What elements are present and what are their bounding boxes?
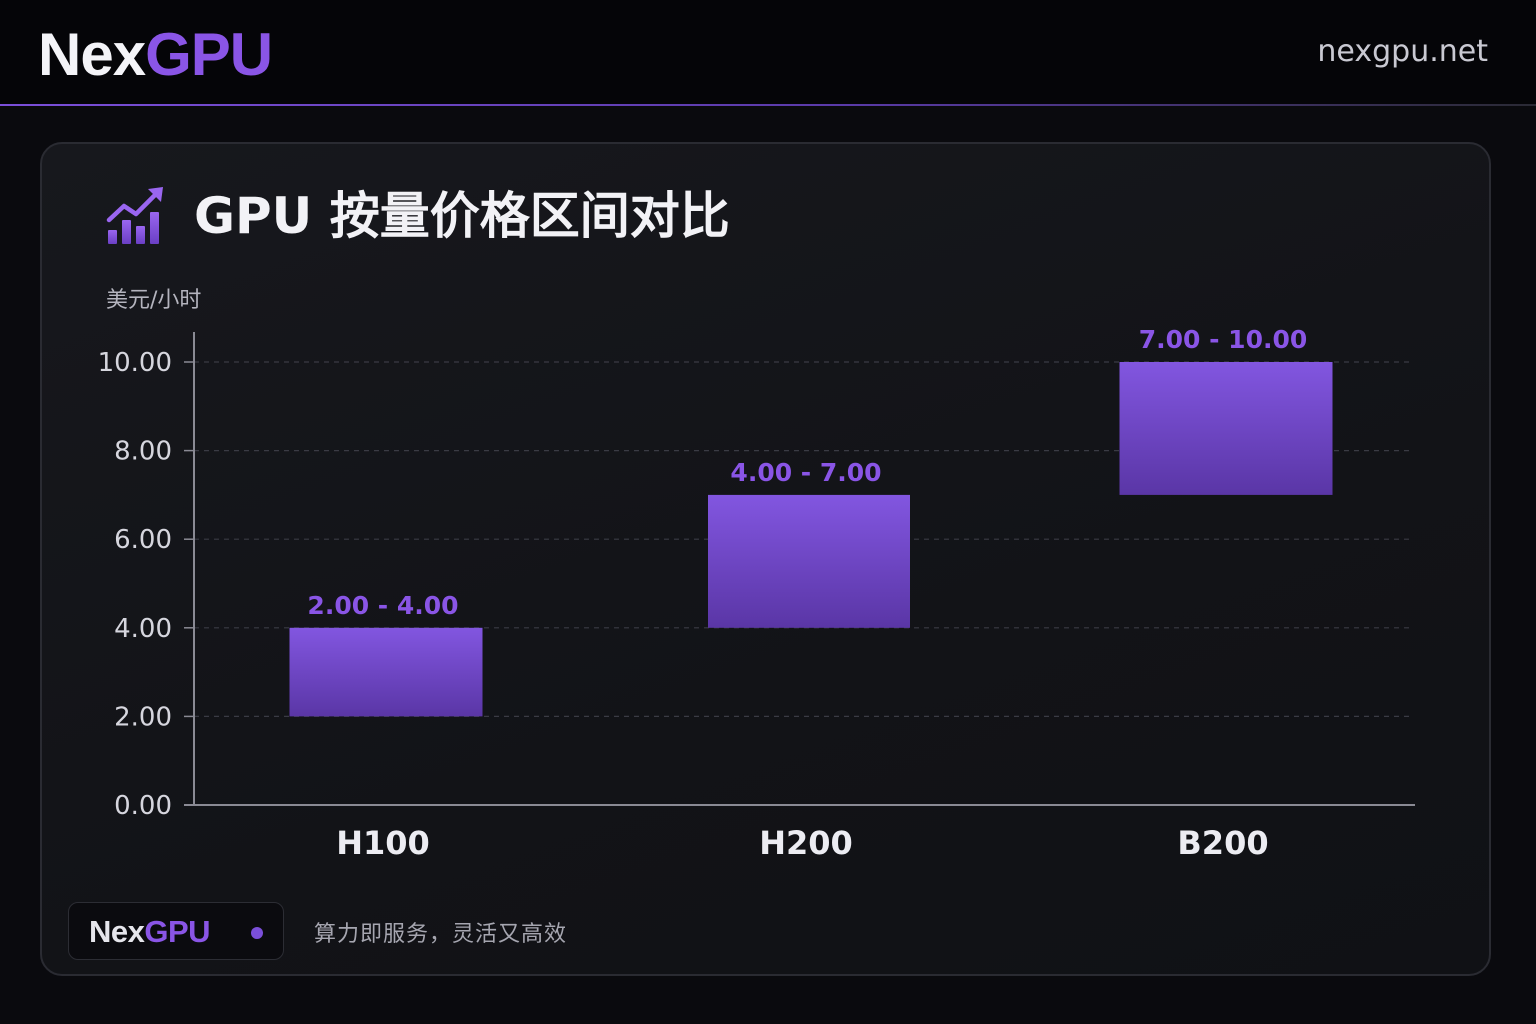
y-tick-label: 8.00 bbox=[114, 437, 172, 467]
y-tick-label: 6.00 bbox=[114, 525, 172, 555]
y-tick-label: 0.00 bbox=[114, 791, 172, 821]
brand-logo-gpu: GPU bbox=[145, 21, 273, 88]
range-bar-h100 bbox=[289, 627, 483, 717]
x-tick-label-h100: H100 bbox=[336, 824, 430, 862]
brand-logo: NexGPU bbox=[38, 20, 273, 90]
footer-logo-gpu: GPU bbox=[144, 914, 211, 949]
footer-tagline: 算力即服务，灵活又高效 bbox=[314, 922, 568, 947]
x-tick-label-b200: B200 bbox=[1177, 824, 1268, 862]
range-bar-b200 bbox=[1119, 362, 1333, 495]
y-axis-label: 美元/小时 bbox=[106, 288, 201, 313]
y-tick-label: 4.00 bbox=[114, 614, 172, 644]
top-bar: NexGPU nexgpu.net bbox=[0, 0, 1536, 106]
footer-logo: NexGPU bbox=[89, 913, 211, 951]
footer-logo-nex: Nex bbox=[89, 914, 145, 949]
site-url[interactable]: nexgpu.net bbox=[1317, 34, 1488, 69]
y-tick-label: 10.00 bbox=[98, 348, 172, 378]
brand-logo-nex: Nex bbox=[38, 21, 146, 88]
data-label-h200: 4.00 - 7.00 bbox=[730, 458, 881, 487]
footer-brand-badge: NexGPU bbox=[68, 902, 284, 960]
range-bar-h200 bbox=[708, 494, 910, 628]
bar-chart-trend-icon bbox=[106, 187, 163, 244]
x-tick-label-h200: H200 bbox=[759, 824, 853, 862]
data-label-b200: 7.00 - 10.00 bbox=[1139, 325, 1308, 354]
data-label-h100: 2.00 - 4.00 bbox=[307, 591, 458, 620]
chart-title: GPU 按量价格区间对比 bbox=[194, 187, 730, 245]
footer-dot-icon bbox=[251, 927, 263, 939]
y-tick-label: 2.00 bbox=[114, 702, 172, 732]
